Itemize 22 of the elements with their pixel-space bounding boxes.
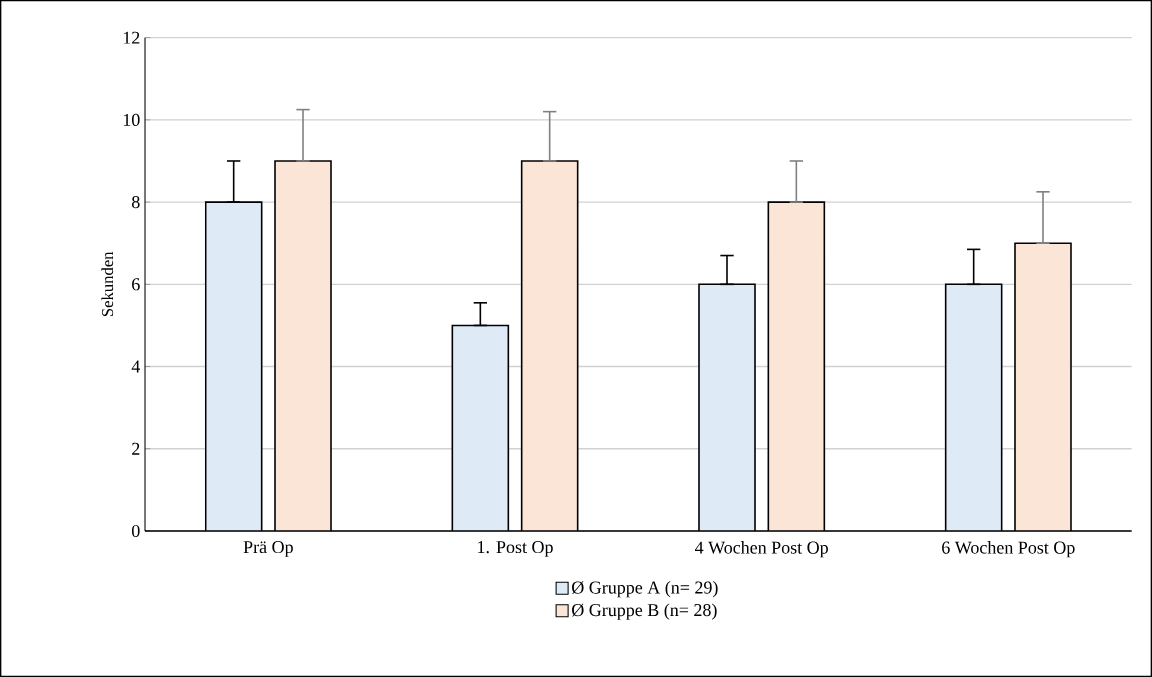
x-tick-label: 4 Wochen Post Op <box>695 541 828 558</box>
y-axis-title: Sekunden <box>101 251 114 317</box>
y-tick-label: 10 <box>123 113 140 126</box>
bar <box>452 325 509 531</box>
y-tick-label: 4 <box>131 360 141 373</box>
bar <box>275 160 332 531</box>
y-tick-label: 8 <box>131 196 140 209</box>
bar <box>699 284 755 531</box>
y-tick-label: 2 <box>132 442 140 455</box>
x-tick-label: 1. Post Op <box>478 541 553 557</box>
y-tick-label: 12 <box>123 31 140 44</box>
legend-label: Ø Gruppe A (n= 29) <box>572 580 718 598</box>
x-tick-label: Prä Op <box>243 541 293 557</box>
bar <box>944 283 1003 531</box>
bar <box>1014 242 1072 531</box>
legend-label: Ø Gruppe B (n= 28) <box>572 603 717 620</box>
y-tick-label: 6 <box>132 278 140 291</box>
bar <box>205 202 262 531</box>
x-tick-label: 6 Wochen Post Op <box>942 541 1075 558</box>
bar <box>768 202 825 531</box>
y-tick-label: 0 <box>131 524 140 538</box>
bar <box>521 160 578 531</box>
